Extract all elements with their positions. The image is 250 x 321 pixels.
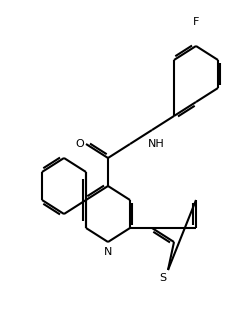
Text: NH: NH: [148, 139, 164, 149]
Text: F: F: [192, 17, 198, 27]
Text: O: O: [75, 139, 84, 149]
Text: S: S: [159, 273, 166, 283]
Text: N: N: [104, 247, 112, 257]
